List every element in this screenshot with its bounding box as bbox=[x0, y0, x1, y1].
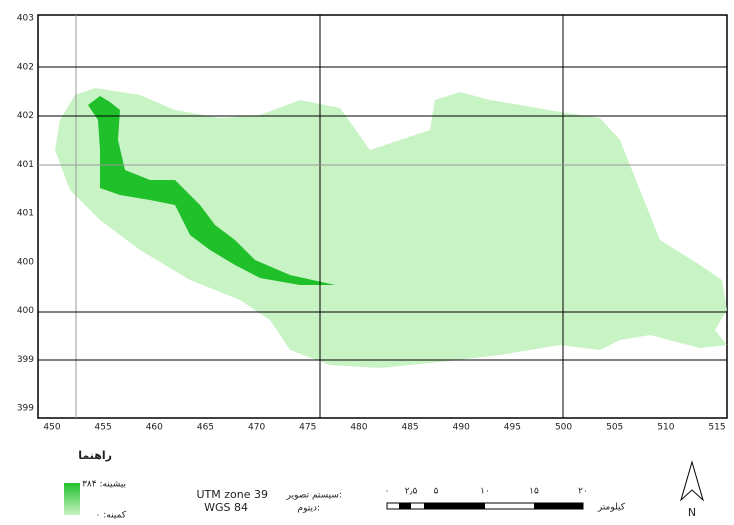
basin bbox=[55, 88, 727, 368]
y-label: 399 bbox=[17, 355, 34, 365]
x-label: 465 bbox=[197, 423, 214, 433]
datum-label: دیتوم: bbox=[298, 504, 321, 514]
x-label: 505 bbox=[606, 423, 623, 433]
x-label: 515 bbox=[708, 423, 725, 433]
y-label: 401 bbox=[17, 209, 34, 219]
north-arrow bbox=[680, 460, 704, 502]
y-label: 399 bbox=[17, 404, 34, 414]
scale-tick: ۰ bbox=[385, 487, 390, 497]
legend-ramp bbox=[64, 483, 80, 515]
scale-ticks: ۰ ۲٫۵ ۵ ۱۰ ۱۵ ۲۰ bbox=[385, 487, 588, 497]
scale-tick: ۵ bbox=[434, 487, 439, 497]
x-label: 495 bbox=[504, 423, 521, 433]
y-label: 401 bbox=[17, 160, 34, 170]
x-labels: 450 455 460 465 470 475 480 485 490 495 500 505 510 5… bbox=[43, 423, 725, 433]
x-label: 480 bbox=[350, 423, 367, 433]
north-label: N bbox=[688, 506, 696, 519]
scale-tick: ۱۵ bbox=[529, 487, 539, 497]
x-label: 485 bbox=[401, 423, 418, 433]
x-label: 470 bbox=[248, 423, 265, 433]
x-label: 460 bbox=[146, 423, 163, 433]
scale-tick: ۲٫۵ bbox=[405, 487, 418, 497]
x-label: 455 bbox=[95, 423, 112, 433]
y-label: 400 bbox=[17, 257, 34, 267]
projection-label: سیستم تصویر: bbox=[286, 491, 342, 501]
datum-value: WGS 84 bbox=[204, 501, 248, 514]
x-label: 510 bbox=[657, 423, 674, 433]
scale-bar bbox=[386, 502, 584, 510]
x-label: 500 bbox=[555, 423, 572, 433]
x-label: 450 bbox=[43, 423, 60, 433]
y-label: 402 bbox=[17, 62, 34, 72]
grid bbox=[38, 15, 727, 418]
y-label: 400 bbox=[17, 306, 34, 316]
x-label: 475 bbox=[299, 423, 316, 433]
y-label: 403 bbox=[17, 14, 34, 24]
projection-value: UTM zone 39 bbox=[197, 488, 269, 501]
y-labels: 403 402 402 401 401 400 400 399 399 bbox=[17, 14, 34, 414]
scale-tick: ۲۰ bbox=[578, 487, 588, 497]
legend-min: کمینه: ۰ bbox=[96, 511, 127, 521]
legend-title: راهنما bbox=[78, 449, 112, 462]
x-label: 490 bbox=[453, 423, 470, 433]
legend-max: بیشینه: ۳۸۴ bbox=[82, 480, 126, 490]
scale-unit: کیلومتر bbox=[597, 503, 626, 513]
scale-tick: ۱۰ bbox=[480, 487, 490, 497]
reservoir bbox=[88, 96, 335, 285]
y-label: 402 bbox=[17, 111, 34, 121]
